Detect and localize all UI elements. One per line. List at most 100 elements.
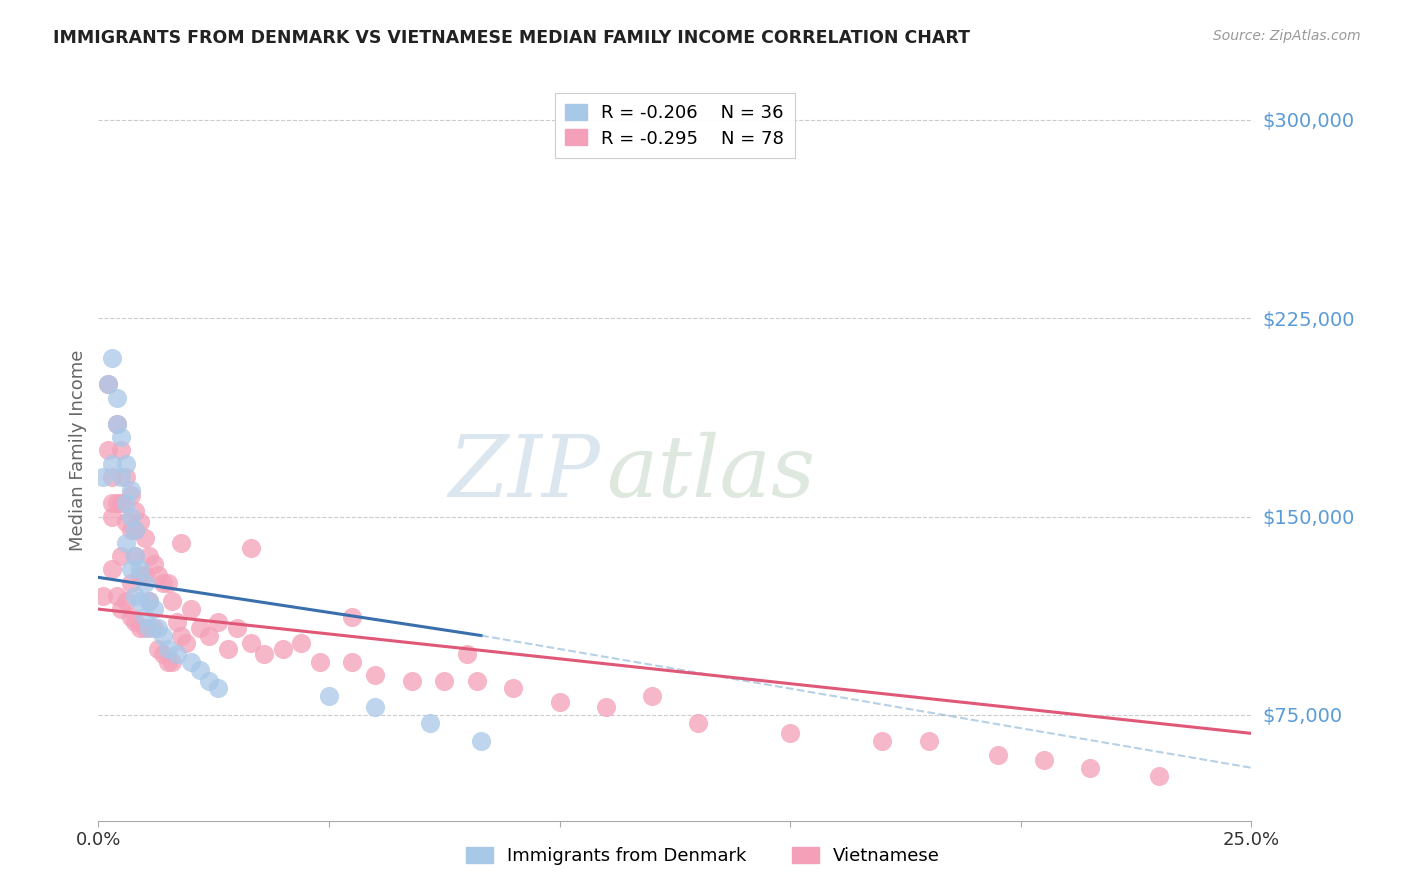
Point <box>129 621 152 635</box>
Point <box>120 483 142 497</box>
Point <box>124 523 146 537</box>
Point <box>239 636 262 650</box>
Point <box>156 655 179 669</box>
Point <box>110 430 132 444</box>
Point <box>101 562 124 576</box>
Point <box>641 690 664 704</box>
Point <box>207 681 229 696</box>
Point <box>198 673 221 688</box>
Point <box>401 673 423 688</box>
Point <box>115 496 138 510</box>
Point <box>101 470 124 484</box>
Point <box>105 589 128 603</box>
Point <box>105 417 128 431</box>
Point <box>129 515 152 529</box>
Point <box>290 636 312 650</box>
Point <box>129 567 152 582</box>
Point <box>160 655 183 669</box>
Point <box>686 715 709 730</box>
Point <box>115 457 138 471</box>
Point <box>134 567 156 582</box>
Point <box>138 621 160 635</box>
Point <box>253 647 276 661</box>
Text: atlas: atlas <box>606 432 815 514</box>
Point <box>110 602 132 616</box>
Point <box>152 629 174 643</box>
Point <box>120 523 142 537</box>
Point <box>105 496 128 510</box>
Point <box>1032 753 1054 767</box>
Point <box>138 594 160 608</box>
Point <box>779 726 801 740</box>
Point <box>105 417 128 431</box>
Point <box>97 377 120 392</box>
Point <box>308 655 330 669</box>
Point <box>1078 761 1101 775</box>
Point <box>115 536 138 550</box>
Point <box>156 641 179 656</box>
Point <box>156 575 179 590</box>
Text: Source: ZipAtlas.com: Source: ZipAtlas.com <box>1213 29 1361 44</box>
Point <box>188 663 211 677</box>
Y-axis label: Median Family Income: Median Family Income <box>69 350 87 551</box>
Point <box>124 589 146 603</box>
Point <box>180 655 202 669</box>
Point <box>101 351 124 365</box>
Point <box>198 629 221 643</box>
Point <box>124 549 146 564</box>
Point <box>152 647 174 661</box>
Point <box>917 734 939 748</box>
Point <box>110 470 132 484</box>
Point <box>129 594 152 608</box>
Point <box>152 575 174 590</box>
Point <box>872 734 894 748</box>
Point <box>987 747 1010 762</box>
Point <box>129 562 152 576</box>
Point <box>364 668 387 682</box>
Point <box>124 549 146 564</box>
Point <box>170 629 193 643</box>
Point <box>142 602 165 616</box>
Point <box>110 443 132 458</box>
Point <box>340 610 363 624</box>
Point <box>110 549 132 564</box>
Point <box>225 621 247 635</box>
Point <box>120 509 142 524</box>
Point <box>239 541 262 556</box>
Legend: Immigrants from Denmark, Vietnamese: Immigrants from Denmark, Vietnamese <box>458 839 948 872</box>
Point <box>160 594 183 608</box>
Point <box>134 610 156 624</box>
Point <box>502 681 524 696</box>
Point <box>456 647 478 661</box>
Point <box>120 575 142 590</box>
Point <box>115 515 138 529</box>
Point <box>91 589 114 603</box>
Point <box>110 496 132 510</box>
Point <box>340 655 363 669</box>
Point <box>142 621 165 635</box>
Point <box>138 549 160 564</box>
Point <box>271 641 294 656</box>
Point <box>364 700 387 714</box>
Point <box>148 621 170 635</box>
Point <box>97 443 120 458</box>
Point <box>97 377 120 392</box>
Point <box>174 636 197 650</box>
Point <box>548 695 571 709</box>
Point <box>207 615 229 630</box>
Point <box>180 602 202 616</box>
Point <box>148 567 170 582</box>
Point <box>595 700 617 714</box>
Point <box>124 615 146 630</box>
Point <box>433 673 456 688</box>
Point <box>134 531 156 545</box>
Point <box>101 457 124 471</box>
Point <box>318 690 340 704</box>
Point <box>419 715 441 730</box>
Point <box>120 488 142 502</box>
Point <box>148 641 170 656</box>
Text: IMMIGRANTS FROM DENMARK VS VIETNAMESE MEDIAN FAMILY INCOME CORRELATION CHART: IMMIGRANTS FROM DENMARK VS VIETNAMESE ME… <box>53 29 970 47</box>
Point <box>470 734 492 748</box>
Point <box>101 509 124 524</box>
Point <box>105 391 128 405</box>
